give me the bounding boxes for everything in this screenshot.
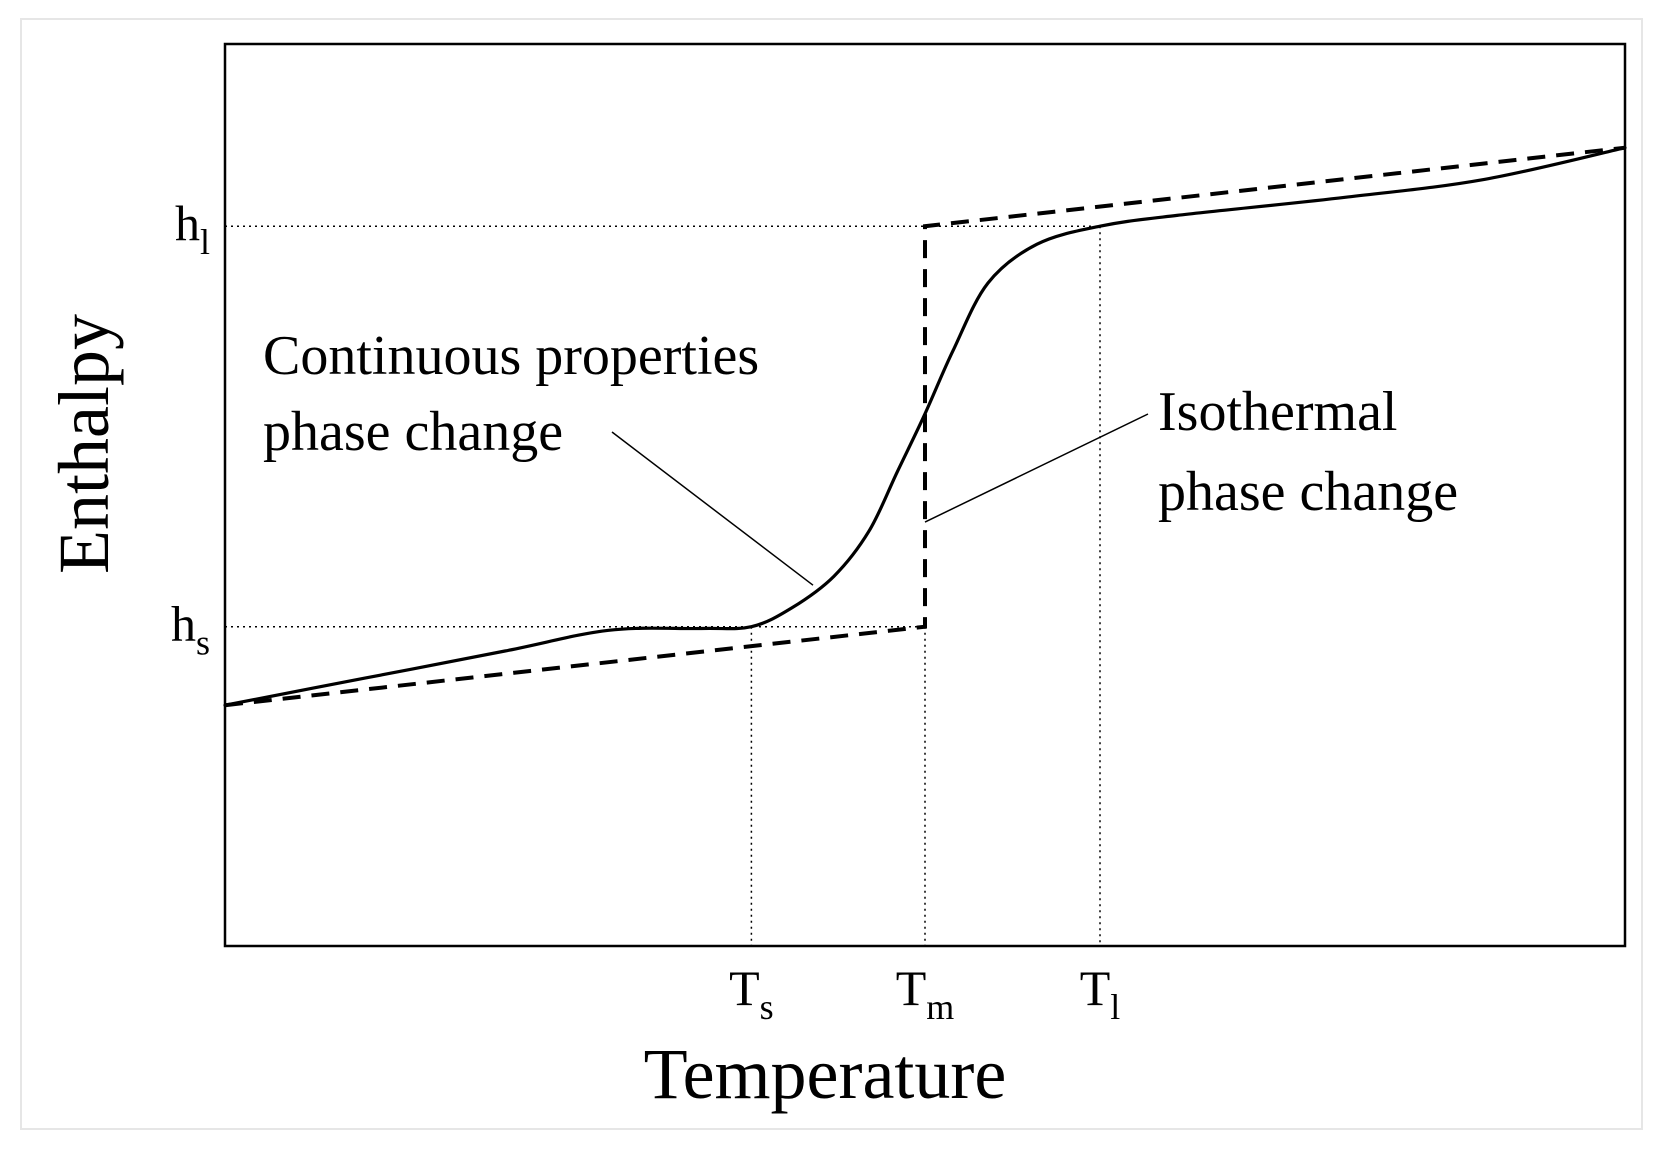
annotation-isothermal-line-2: phase change [1158, 461, 1458, 523]
y-axis-title: Enthalpy [44, 314, 124, 574]
series-continuous-line [223, 146, 1627, 707]
annotation-continuous-line-2: phase change [263, 401, 563, 463]
x-tick-labels: Ts Tm Tl [729, 960, 1120, 1027]
series-isothermal-line [224, 145, 1626, 708]
x-axis-title: Temperature [644, 1034, 1007, 1114]
x-tick-Tm: Tm [896, 960, 955, 1027]
reference-guides [225, 225, 1101, 946]
figure-frame [20, 18, 1643, 1130]
annotation-leaders [611, 413, 1149, 586]
annotations: Continuous properties phase change Isoth… [263, 325, 1458, 523]
x-tick-Ts: Ts [729, 960, 774, 1027]
leader-isothermal [924, 413, 1149, 523]
series-layer [223, 145, 1627, 708]
annotation-isothermal-line-1: Isothermal [1158, 381, 1397, 443]
x-tick-Tl: Tl [1080, 960, 1121, 1027]
y-tick-labels: hs hl [171, 195, 210, 662]
y-tick-hl: hl [175, 195, 210, 262]
leader-continuous [611, 431, 814, 586]
y-tick-hs: hs [171, 596, 210, 663]
annotation-continuous-line-1: Continuous properties [263, 325, 759, 387]
